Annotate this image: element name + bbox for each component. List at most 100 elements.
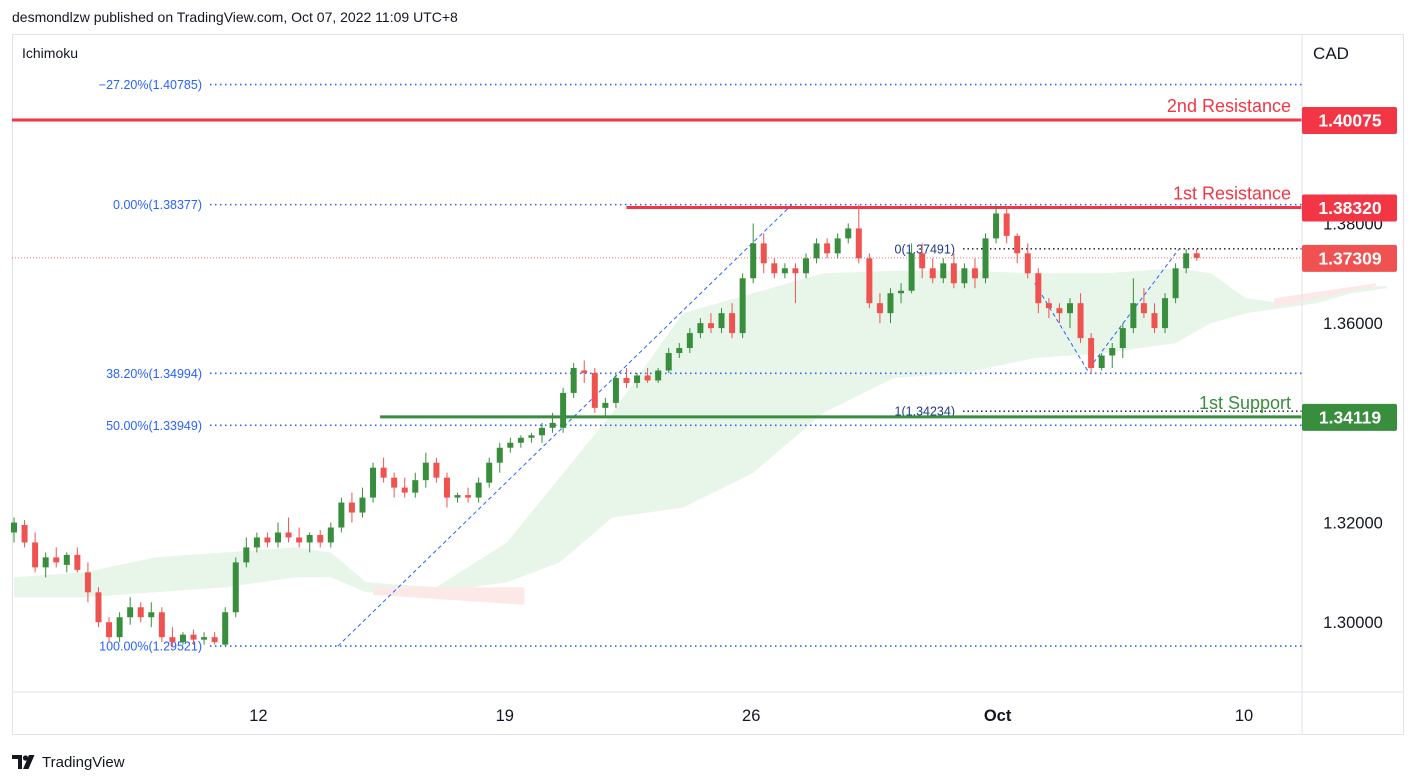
candle[interactable] — [781, 263, 788, 279]
candle-body[interactable] — [1140, 303, 1147, 314]
candle[interactable] — [549, 412, 556, 433]
candle[interactable] — [1098, 353, 1105, 371]
candle-body[interactable] — [813, 243, 820, 259]
candles[interactable] — [11, 204, 1200, 648]
candle[interactable] — [1162, 293, 1169, 334]
candle[interactable] — [539, 422, 545, 443]
candle-body[interactable] — [158, 612, 165, 638]
candle-body[interactable] — [676, 348, 683, 354]
candle-body[interactable] — [1003, 213, 1010, 236]
candle[interactable] — [707, 313, 714, 334]
candle-body[interactable] — [845, 228, 852, 239]
candle-body[interactable] — [1035, 273, 1042, 304]
candle-body[interactable] — [971, 268, 978, 279]
candle[interactable] — [496, 442, 503, 473]
candle-body[interactable] — [1088, 338, 1095, 368]
candle-body[interactable] — [750, 243, 757, 279]
candle[interactable] — [919, 243, 926, 279]
candle-body[interactable] — [496, 447, 503, 463]
candle-body[interactable] — [634, 375, 641, 383]
candle-body[interactable] — [707, 323, 714, 329]
candle[interactable] — [74, 547, 81, 573]
candle[interactable] — [63, 552, 70, 573]
candle-body[interactable] — [1162, 298, 1169, 329]
candle-body[interactable] — [1077, 303, 1084, 339]
candle-body[interactable] — [919, 253, 926, 269]
candle-body[interactable] — [348, 502, 355, 513]
candle[interactable] — [412, 472, 419, 498]
candle-body[interactable] — [1172, 268, 1179, 299]
candle[interactable] — [137, 602, 144, 623]
candle[interactable] — [792, 263, 799, 304]
candle[interactable] — [929, 258, 936, 284]
candle[interactable] — [1056, 303, 1063, 324]
candle-body[interactable] — [834, 238, 841, 254]
candle-body[interactable] — [222, 612, 229, 645]
candle-body[interactable] — [422, 462, 429, 481]
chart-frame[interactable] — [12, 34, 1404, 735]
candle-body[interactable] — [697, 323, 704, 334]
candle-body[interactable] — [982, 238, 989, 279]
candle[interactable] — [296, 527, 303, 548]
candle-body[interactable] — [63, 554, 70, 565]
candle[interactable] — [855, 204, 862, 264]
candle[interactable] — [570, 363, 577, 398]
candle[interactable] — [401, 477, 408, 498]
candle-body[interactable] — [370, 467, 377, 498]
candle[interactable] — [876, 293, 883, 324]
candle-body[interactable] — [771, 263, 778, 274]
candle-body[interactable] — [517, 437, 524, 443]
candle-body[interactable] — [1098, 355, 1105, 368]
candle-body[interactable] — [993, 213, 1000, 239]
candle-body[interactable] — [148, 612, 155, 618]
candle[interactable] — [32, 532, 39, 573]
candle[interactable] — [486, 457, 493, 488]
candle-body[interactable] — [929, 268, 936, 279]
candle[interactable] — [348, 492, 355, 523]
candle-body[interactable] — [232, 562, 239, 613]
candle-body[interactable] — [359, 497, 366, 513]
fib-ext-trend-line[interactable] — [1034, 248, 1180, 372]
candle[interactable] — [158, 607, 165, 643]
candle[interactable] — [190, 629, 197, 645]
candle-body[interactable] — [507, 442, 514, 448]
candle[interactable] — [803, 253, 809, 279]
candle-body[interactable] — [623, 377, 630, 383]
candle[interactable] — [465, 487, 472, 503]
candle[interactable] — [1003, 205, 1010, 244]
candle-body[interactable] — [275, 532, 281, 543]
candle-body[interactable] — [1024, 253, 1031, 274]
candle-body[interactable] — [391, 477, 398, 488]
candle[interactable] — [338, 497, 345, 533]
candle[interactable] — [1077, 293, 1084, 344]
candle-body[interactable] — [338, 502, 345, 528]
candle[interactable] — [1183, 248, 1190, 274]
candle[interactable] — [306, 532, 313, 553]
candle-body[interactable] — [686, 333, 693, 349]
price-badge[interactable]: 1.34119 — [1302, 403, 1397, 431]
price-badge[interactable]: 1.40075 — [1302, 106, 1397, 134]
fib-levels[interactable]: −27.20%(1.40785) 0.00%(1.38377) 38.20%(1.3… — [99, 78, 1302, 654]
candle-body[interactable] — [781, 268, 788, 274]
candle[interactable] — [887, 288, 894, 324]
candle[interactable] — [317, 529, 324, 548]
candle-body[interactable] — [137, 607, 144, 618]
candle[interactable] — [42, 552, 49, 578]
candle-body[interactable] — [127, 607, 134, 618]
candle[interactable] — [729, 303, 736, 339]
candle[interactable] — [1088, 333, 1095, 373]
price-badge[interactable]: 1.38320 — [1302, 194, 1397, 222]
candle[interactable] — [845, 223, 852, 244]
candle[interactable] — [11, 517, 17, 543]
candle[interactable] — [824, 238, 831, 259]
candle[interactable] — [623, 367, 630, 388]
candle[interactable] — [834, 233, 841, 259]
candle-body[interactable] — [454, 495, 461, 498]
candle[interactable] — [961, 263, 968, 289]
candle[interactable] — [169, 627, 176, 648]
candle[interactable] — [581, 360, 588, 383]
candle-body[interactable] — [1014, 235, 1021, 254]
candle-body[interactable] — [327, 527, 334, 543]
candle[interactable] — [517, 435, 524, 448]
